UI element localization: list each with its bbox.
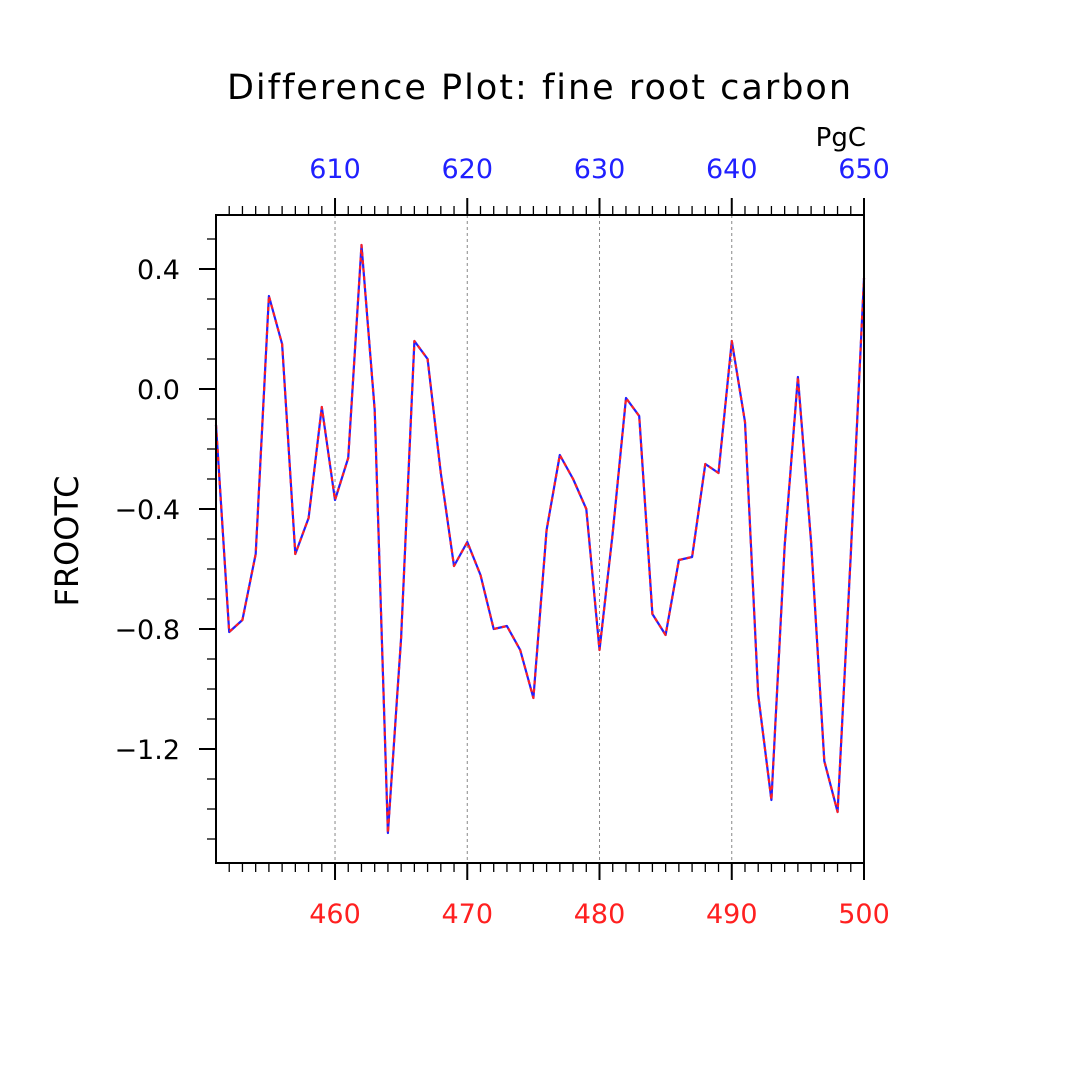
x-tick-label: 500 xyxy=(838,899,890,930)
plot-frame xyxy=(215,214,865,864)
chart-title: Difference Plot: fine root carbon xyxy=(227,68,853,108)
y-tick-label: 0.4 xyxy=(137,255,180,286)
top-x-tick-label: 650 xyxy=(838,154,890,185)
y-axis-label: FROOTC xyxy=(48,475,86,606)
y-tick-label: −1.2 xyxy=(114,735,180,766)
x-tick-label: 470 xyxy=(441,899,493,930)
y-tick-label: −0.4 xyxy=(114,495,180,526)
y-tick-label: −0.8 xyxy=(114,615,180,646)
x-tick-label: 490 xyxy=(706,899,758,930)
grid-lines xyxy=(334,215,733,863)
x-tick-label: 460 xyxy=(309,899,361,930)
top-x-tick-label: 610 xyxy=(309,154,361,185)
x-tick-label: 480 xyxy=(574,899,626,930)
top-x-tick-label: 620 xyxy=(441,154,493,185)
top-x-tick-label: 640 xyxy=(706,154,758,185)
tick-labels: 460 470 480 490 500 610 620 630 640 650 0.4 0.0 −0.4… xyxy=(114,154,889,930)
top-x-tick-label: 630 xyxy=(574,154,626,185)
series-line xyxy=(214,243,866,835)
y-tick-label: 0.0 xyxy=(137,375,180,406)
axis-ticks xyxy=(199,198,865,880)
series-line-dashed xyxy=(214,243,866,835)
top-axis-unit: PgC xyxy=(816,123,866,153)
